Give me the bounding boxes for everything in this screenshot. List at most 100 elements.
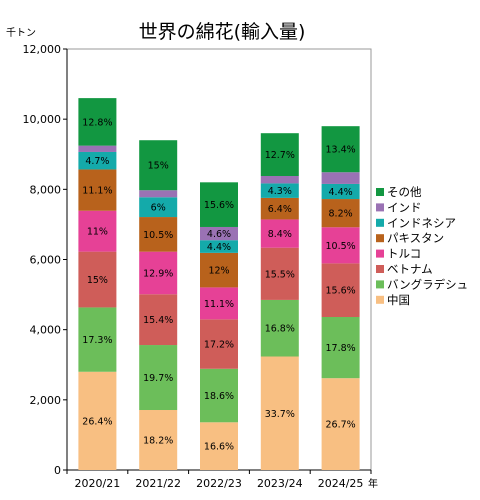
legend-label: パキスタン [387,231,444,245]
bar-segment [78,307,117,372]
y-tick-label: 10,000 [23,113,62,126]
data-label: 15% [148,161,169,172]
bar-segment [200,182,238,227]
legend-swatch [376,265,384,273]
legend-label: ベトナム [387,262,433,276]
chart-title: 世界の綿花(輸入量) [139,21,306,43]
data-label: 4.6% [207,229,231,240]
data-label: 11% [87,227,108,238]
y-tick-label: 2,000 [30,394,62,407]
bar-segment [260,219,299,248]
data-label: 12.9% [143,268,173,279]
bar-segment [260,247,299,300]
bar-segment [260,356,299,470]
legend-label: 中国 [387,293,410,307]
bar-segment [78,169,117,211]
bar-segment [321,378,360,470]
data-label: 18.6% [204,391,234,402]
data-label: 8.2% [329,209,353,220]
data-label: 11.1% [82,186,112,197]
bar-segment [260,299,299,357]
y-tick-label: 6,000 [30,254,62,267]
x-tick-label: 2021/22 [135,477,181,490]
legend-swatch [376,234,384,243]
bar-segment [139,190,178,198]
bar-segment [321,199,360,228]
bar-segment [321,263,360,318]
bar-segment [321,183,360,200]
data-label: 33.7% [265,409,295,420]
bar-segment [139,294,178,346]
bar-segment [200,287,238,320]
bar-segment [260,183,299,198]
data-label: 4.4% [207,242,231,253]
data-label: 16.6% [204,442,234,453]
data-label: 10.5% [326,241,356,252]
data-label: 11.1% [204,299,234,310]
legend-swatch [376,188,384,196]
bar-segment [78,98,117,146]
x-axis-unit-label: 年 [368,477,378,490]
data-label: 4.7% [85,156,109,167]
x-tick-label: 2023/24 [257,477,303,490]
legend-label: その他 [387,185,422,199]
data-label: 10.5% [143,230,173,241]
legend-label: インド [387,200,422,214]
y-tick-label: 12,000 [23,43,62,56]
legend-label: バングラデシュ [387,277,468,291]
legend-label: トルコ [387,247,421,261]
data-label: 6% [151,203,166,214]
legend-label: インドネシア [387,216,456,230]
data-label: 4.3% [268,186,292,197]
bar-segment [321,227,360,264]
data-label: 19.7% [143,373,173,384]
x-tick-label: 2020/21 [75,477,121,490]
bar-segment [321,126,360,173]
bar-segment [139,410,178,470]
legend-swatch [376,203,384,212]
data-label: 17.8% [326,343,356,354]
x-tick-label: 2024/25 [318,477,364,490]
bar-segment [260,197,299,220]
data-label: 15.6% [326,286,356,297]
data-label: 12.7% [265,150,295,161]
y-axis-unit-label: 千トン [6,27,36,39]
bar-segment [321,172,360,184]
data-label: 26.4% [82,416,112,427]
data-label: 26.7% [326,420,356,431]
bar-segment [78,371,117,470]
y-tick-label: 0 [54,464,61,477]
data-label: 13.4% [326,145,356,156]
legend-swatch [376,295,384,304]
bar-segment [200,422,238,470]
bar-segment [200,240,238,253]
data-label: 6.4% [268,204,292,215]
bar-segment [139,251,178,295]
data-label: 15.6% [204,200,234,211]
data-label: 15.4% [143,315,173,326]
bar-segment [78,251,117,308]
bar-segment [200,252,238,288]
y-tick-label: 8,000 [30,183,62,196]
data-label: 12.8% [82,117,112,128]
data-label: 15.5% [265,269,295,280]
bar-segment [260,133,299,177]
plot-area: 0 2,000 4,000 6,000 8,000 10,000 12,000 2020/21… [23,43,372,490]
bar-segment [321,317,360,379]
bar-segment [78,151,117,170]
bar-segment [78,210,117,252]
data-label: 4.4% [329,187,353,198]
bar-segment [139,197,178,218]
data-label: 17.3% [82,335,112,346]
data-label: 16.8% [265,324,295,335]
bar-segment [139,345,178,411]
data-label: 17.2% [204,340,234,351]
bar-segment [78,145,117,152]
x-tick-label: 2022/23 [196,477,242,490]
data-label: 18.2% [143,436,173,447]
bar-segment [139,217,178,252]
bar-segment [200,368,238,423]
legend-swatch [376,280,384,289]
